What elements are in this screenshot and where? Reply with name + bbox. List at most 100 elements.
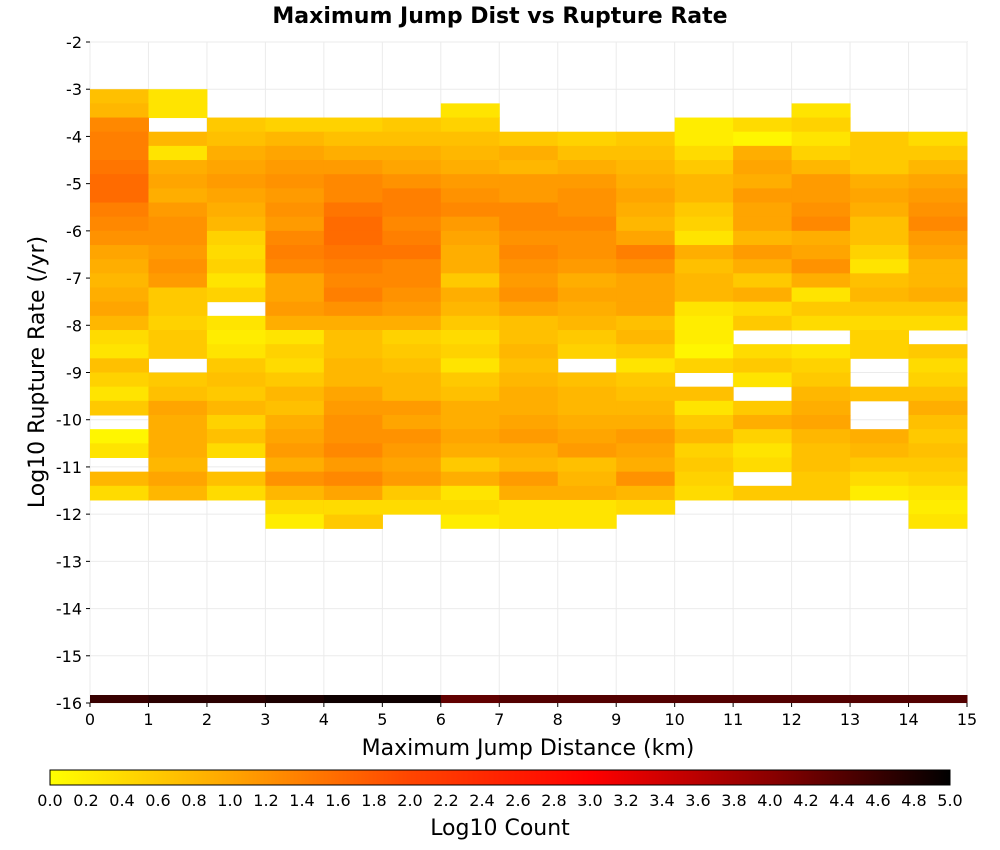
heatmap-cell: [382, 160, 442, 175]
heatmap-cell: [90, 145, 149, 161]
heatmap-cell: [265, 514, 325, 529]
heatmap-cell: [382, 315, 442, 331]
heatmap-cell: [382, 414, 442, 430]
heatmap-cell: [90, 174, 149, 189]
heatmap-cell: [90, 103, 149, 119]
heatmap-cell: [440, 330, 500, 345]
heatmap-cell: [323, 230, 383, 246]
heatmap-cell: [616, 457, 676, 473]
heatmap-cell: [265, 344, 325, 359]
y-tick-label: -16: [56, 694, 82, 713]
heatmap-cell: [616, 372, 676, 388]
heatmap-cell: [908, 315, 968, 331]
heatmap-cell: [616, 386, 676, 402]
heatmap-cell: [557, 174, 617, 189]
heatmap-cell: [440, 103, 500, 119]
x-axis-label: Maximum Jump Distance (km): [362, 736, 695, 761]
heatmap-cell: [674, 358, 734, 373]
heatmap-cell: [557, 287, 617, 303]
heatmap-cell: [265, 358, 325, 373]
heatmap-cell: [206, 414, 266, 430]
heatmap-cell: [90, 330, 149, 345]
heatmap-cell: [616, 188, 676, 204]
heatmap-cell: [499, 145, 559, 161]
heatmap-cell: [148, 457, 208, 473]
heatmap-cell: [850, 330, 910, 345]
heatmap-cell: [616, 429, 676, 444]
heatmap-cell: [557, 230, 617, 246]
heatmap-cell: [850, 344, 910, 359]
heatmap-cell: [265, 301, 325, 317]
heatmap-cell: [265, 145, 325, 161]
heatmap-cell: [90, 695, 149, 703]
heatmap-cell: [733, 301, 793, 317]
heatmap-cell: [206, 259, 266, 274]
heatmap-cell: [265, 315, 325, 331]
heatmap-cell: [148, 414, 208, 430]
heatmap-cell: [265, 400, 325, 416]
heatmap-cell: [908, 695, 968, 703]
heatmap-cell: [382, 499, 442, 515]
heatmap-cell: [674, 400, 734, 416]
heatmap-cell: [206, 471, 266, 487]
heatmap-cell: [557, 457, 617, 473]
colorbar-tick-label: 1.8: [361, 791, 386, 810]
heatmap-cell: [674, 386, 734, 402]
heatmap-cell: [674, 273, 734, 289]
heatmap-cell: [382, 202, 442, 218]
y-tick-label: -9: [66, 364, 82, 383]
heatmap-cell: [382, 245, 442, 260]
x-tick-label: 5: [377, 710, 387, 729]
heatmap-cell: [733, 174, 793, 189]
y-axis-label: Log10 Rupture Rate (/yr): [25, 236, 50, 508]
heatmap-cell: [850, 457, 910, 473]
heatmap-cell: [616, 499, 676, 515]
heatmap-cell: [499, 202, 559, 218]
heatmap-cell: [557, 400, 617, 416]
heatmap-cell: [908, 160, 968, 175]
heatmap-cell: [206, 273, 266, 289]
heatmap-cell: [382, 358, 442, 373]
heatmap-cell: [440, 514, 500, 529]
heatmap-cell: [850, 160, 910, 175]
heatmap-cell: [265, 485, 325, 501]
heatmap-cell: [440, 273, 500, 289]
x-tick-label: 8: [553, 710, 563, 729]
heatmap-cell: [616, 315, 676, 331]
colorbar-tick-label: 3.4: [649, 791, 674, 810]
heatmap-cell: [674, 344, 734, 359]
heatmap-cell: [908, 188, 968, 204]
heatmap-cell: [323, 117, 383, 133]
heatmap-cell: [440, 400, 500, 416]
heatmap-cell: [440, 188, 500, 204]
heatmap-cell: [674, 230, 734, 246]
heatmap-cell: [616, 273, 676, 289]
heatmap-cell: [440, 216, 500, 232]
heatmap-cell: [90, 273, 149, 289]
heatmap-cell: [323, 145, 383, 161]
heatmap-cell: [499, 358, 559, 373]
heatmap-cell: [908, 131, 968, 147]
y-tick-label: -3: [66, 80, 82, 99]
heatmap-cell: [850, 273, 910, 289]
heatmap-cell: [148, 245, 208, 260]
heatmap-cell: [90, 245, 149, 260]
heatmap-cell: [616, 216, 676, 232]
heatmap-cell: [206, 174, 266, 189]
heatmap-cell: [323, 273, 383, 289]
heatmap-cell: [90, 471, 149, 487]
heatmap-cell: [850, 216, 910, 232]
heatmap-cell: [265, 386, 325, 402]
heatmap-cell: [674, 330, 734, 345]
heatmap-cell: [674, 429, 734, 444]
heatmap-cell: [323, 301, 383, 317]
y-tick-label: -10: [56, 411, 82, 430]
heatmap-cell: [908, 386, 968, 402]
heatmap-cell: [206, 131, 266, 147]
heatmap-cell: [206, 160, 266, 175]
heatmap-cell: [323, 695, 383, 703]
heatmap-cell: [382, 457, 442, 473]
heatmap-cell: [850, 131, 910, 147]
heatmap-cell: [265, 273, 325, 289]
heatmap-cell: [148, 131, 208, 147]
